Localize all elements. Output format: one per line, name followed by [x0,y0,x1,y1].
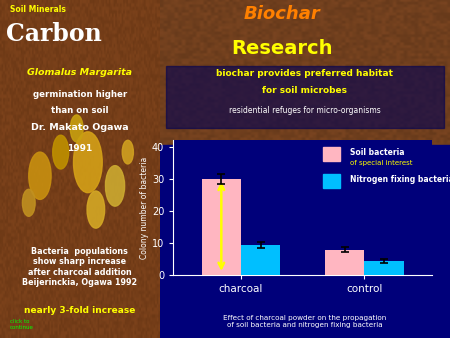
Y-axis label: Colony number of bacteria: Colony number of bacteria [140,157,149,259]
Bar [202,179,241,275]
Text: of special interest: of special interest [350,160,413,166]
Text: Bacteria  populations
show sharp increase
after charcoal addition
Beijerinckia, : Bacteria populations show sharp increase… [22,247,137,287]
Text: germination higher: germination higher [33,90,127,99]
Circle shape [53,135,69,169]
Bar [323,147,340,161]
Bar [323,174,340,188]
Circle shape [87,191,105,228]
Text: Glomalus Margarita: Glomalus Margarita [27,68,132,77]
Text: nearly 3-fold increase: nearly 3-fold increase [24,306,135,315]
Text: Biochar: Biochar [243,5,320,23]
Text: biochar provides preferred habitat: biochar provides preferred habitat [216,69,393,78]
Circle shape [105,166,125,206]
Text: Soil Minerals: Soil Minerals [9,5,65,14]
Bar [325,250,364,275]
Circle shape [70,115,83,142]
Text: for soil microbes: for soil microbes [262,86,347,95]
Text: Research: Research [231,39,333,58]
Text: Effect of charcoal powder on the propagation
of soil bacteria and nitrogen fixin: Effect of charcoal powder on the propaga… [223,315,387,328]
Text: residential refuges for micro-organisms: residential refuges for micro-organisms [229,106,381,116]
Circle shape [73,132,102,193]
Circle shape [29,152,51,199]
Bar [160,145,450,338]
Bar [364,261,404,275]
Bar [241,245,280,275]
Text: Dr. Makato Ogawa: Dr. Makato Ogawa [31,123,129,132]
Text: than on soil: than on soil [51,106,108,116]
Bar [166,66,444,128]
Text: Nitrogen fixing bacteria: Nitrogen fixing bacteria [350,175,450,184]
Text: 1991: 1991 [67,144,93,153]
Text: Soil bacteria: Soil bacteria [350,148,405,157]
Circle shape [122,140,133,164]
Circle shape [22,189,35,216]
Text: Carbon: Carbon [6,22,102,46]
Text: click to
continue: click to continue [9,319,33,330]
